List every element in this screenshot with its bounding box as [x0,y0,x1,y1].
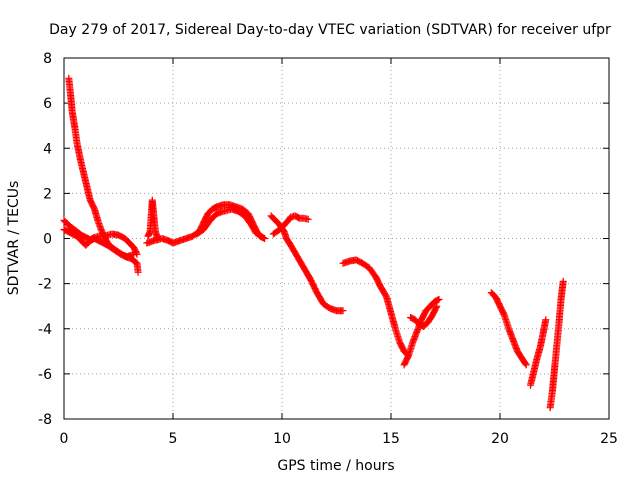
y-tick-label: 0 [43,232,52,248]
y-axis-label: SDTVAR / TECUs [6,181,22,296]
grid [64,58,609,419]
data-point [257,233,265,240]
series-track-9 [339,256,412,360]
data-point [130,250,138,258]
data-point [559,277,567,285]
series-track-11 [407,302,441,330]
x-tick-label: 0 [60,431,69,447]
x-tick-label: 10 [273,431,291,447]
series-track-12 [487,289,530,369]
series-track-4 [144,196,162,244]
data-point [522,361,530,369]
y-tick-label: 6 [43,96,52,112]
data-point [542,316,550,324]
y-tick-label: -2 [38,277,52,293]
x-tick-label: 15 [382,431,400,447]
x-tick-label: 20 [491,431,509,447]
series-track-3 [60,226,138,260]
y-tick-label: -6 [38,367,52,383]
y-tick-label: -4 [38,322,52,338]
axis-ticks: 0 5 10 15 20 25 -8 -6 -4 -2 0 2 4 6 8 [38,51,618,447]
series-track-7 [267,212,347,315]
y-tick-label: 4 [43,141,52,157]
data-point [258,233,266,241]
y-tick-label: -8 [38,412,52,428]
chart-title: Day 279 of 2017, Sidereal Day-to-day VTE… [49,22,611,38]
data-point [435,295,443,303]
x-tick-label: 5 [169,431,178,447]
data-point [521,360,529,368]
x-axis-label: GPS time / hours [277,458,394,474]
x-tick-label: 25 [600,431,618,447]
data-point [304,215,312,223]
data-point [433,302,441,310]
data-marks [60,74,567,412]
series-track-6 [193,205,266,241]
series-track-8 [269,212,312,238]
y-tick-label: 8 [43,51,52,67]
data-point [134,268,142,276]
data-point [339,307,347,315]
series-track-13 [527,316,550,389]
y-tick-label: 2 [43,186,52,202]
series-track-14 [546,277,567,412]
